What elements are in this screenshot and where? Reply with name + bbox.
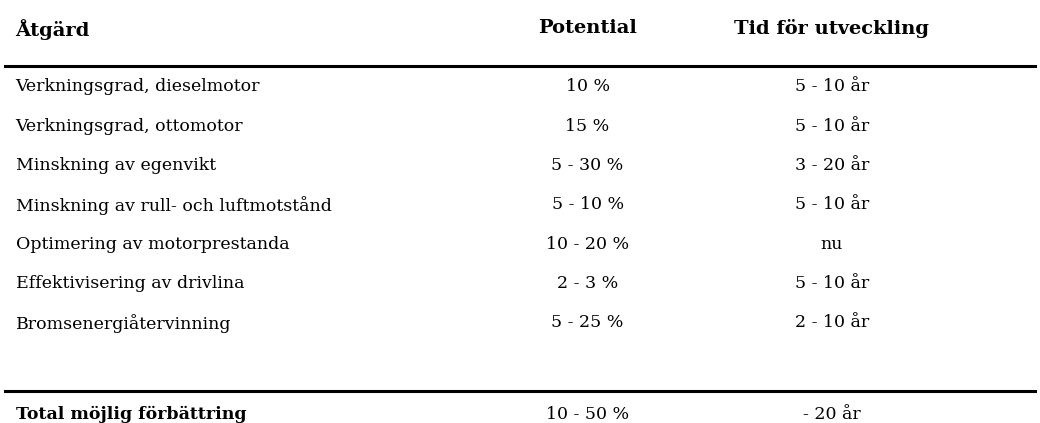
Text: Verkningsgrad, dieselmotor: Verkningsgrad, dieselmotor (16, 78, 260, 95)
Text: 3 - 20 år: 3 - 20 år (795, 157, 869, 174)
Text: Potential: Potential (538, 19, 638, 37)
Text: Bromsenergiåtervinning: Bromsenergiåtervinning (16, 314, 231, 333)
Text: Total möjlig förbättring: Total möjlig förbättring (16, 406, 246, 423)
Text: 2 - 10 år: 2 - 10 år (795, 314, 869, 331)
Text: 5 - 30 %: 5 - 30 % (551, 157, 624, 174)
Text: 5 - 10 %: 5 - 10 % (551, 196, 624, 213)
Text: Åtgärd: Åtgärd (16, 19, 90, 40)
Text: 5 - 10 år: 5 - 10 år (795, 275, 869, 292)
Text: 5 - 25 %: 5 - 25 % (551, 314, 624, 331)
Text: 10 %: 10 % (566, 78, 609, 95)
Text: Minskning av rull- och luftmotstånd: Minskning av rull- och luftmotstånd (16, 196, 332, 215)
Text: 15 %: 15 % (566, 118, 609, 135)
Text: 2 - 3 %: 2 - 3 % (557, 275, 618, 292)
Text: 10 - 50 %: 10 - 50 % (546, 406, 629, 423)
Text: 5 - 10 år: 5 - 10 år (795, 196, 869, 213)
Text: Tid för utveckling: Tid för utveckling (734, 19, 930, 38)
Text: Optimering av motorprestanda: Optimering av motorprestanda (16, 236, 289, 253)
Text: 10 - 20 %: 10 - 20 % (546, 236, 629, 253)
Text: nu: nu (821, 236, 843, 253)
Text: Verkningsgrad, ottomotor: Verkningsgrad, ottomotor (16, 118, 243, 135)
Text: 5 - 10 år: 5 - 10 år (795, 78, 869, 95)
Text: Minskning av egenvikt: Minskning av egenvikt (16, 157, 215, 174)
Text: - 20 år: - 20 år (803, 406, 861, 423)
Text: Effektivisering av drivlina: Effektivisering av drivlina (16, 275, 244, 292)
Text: 5 - 10 år: 5 - 10 år (795, 118, 869, 135)
